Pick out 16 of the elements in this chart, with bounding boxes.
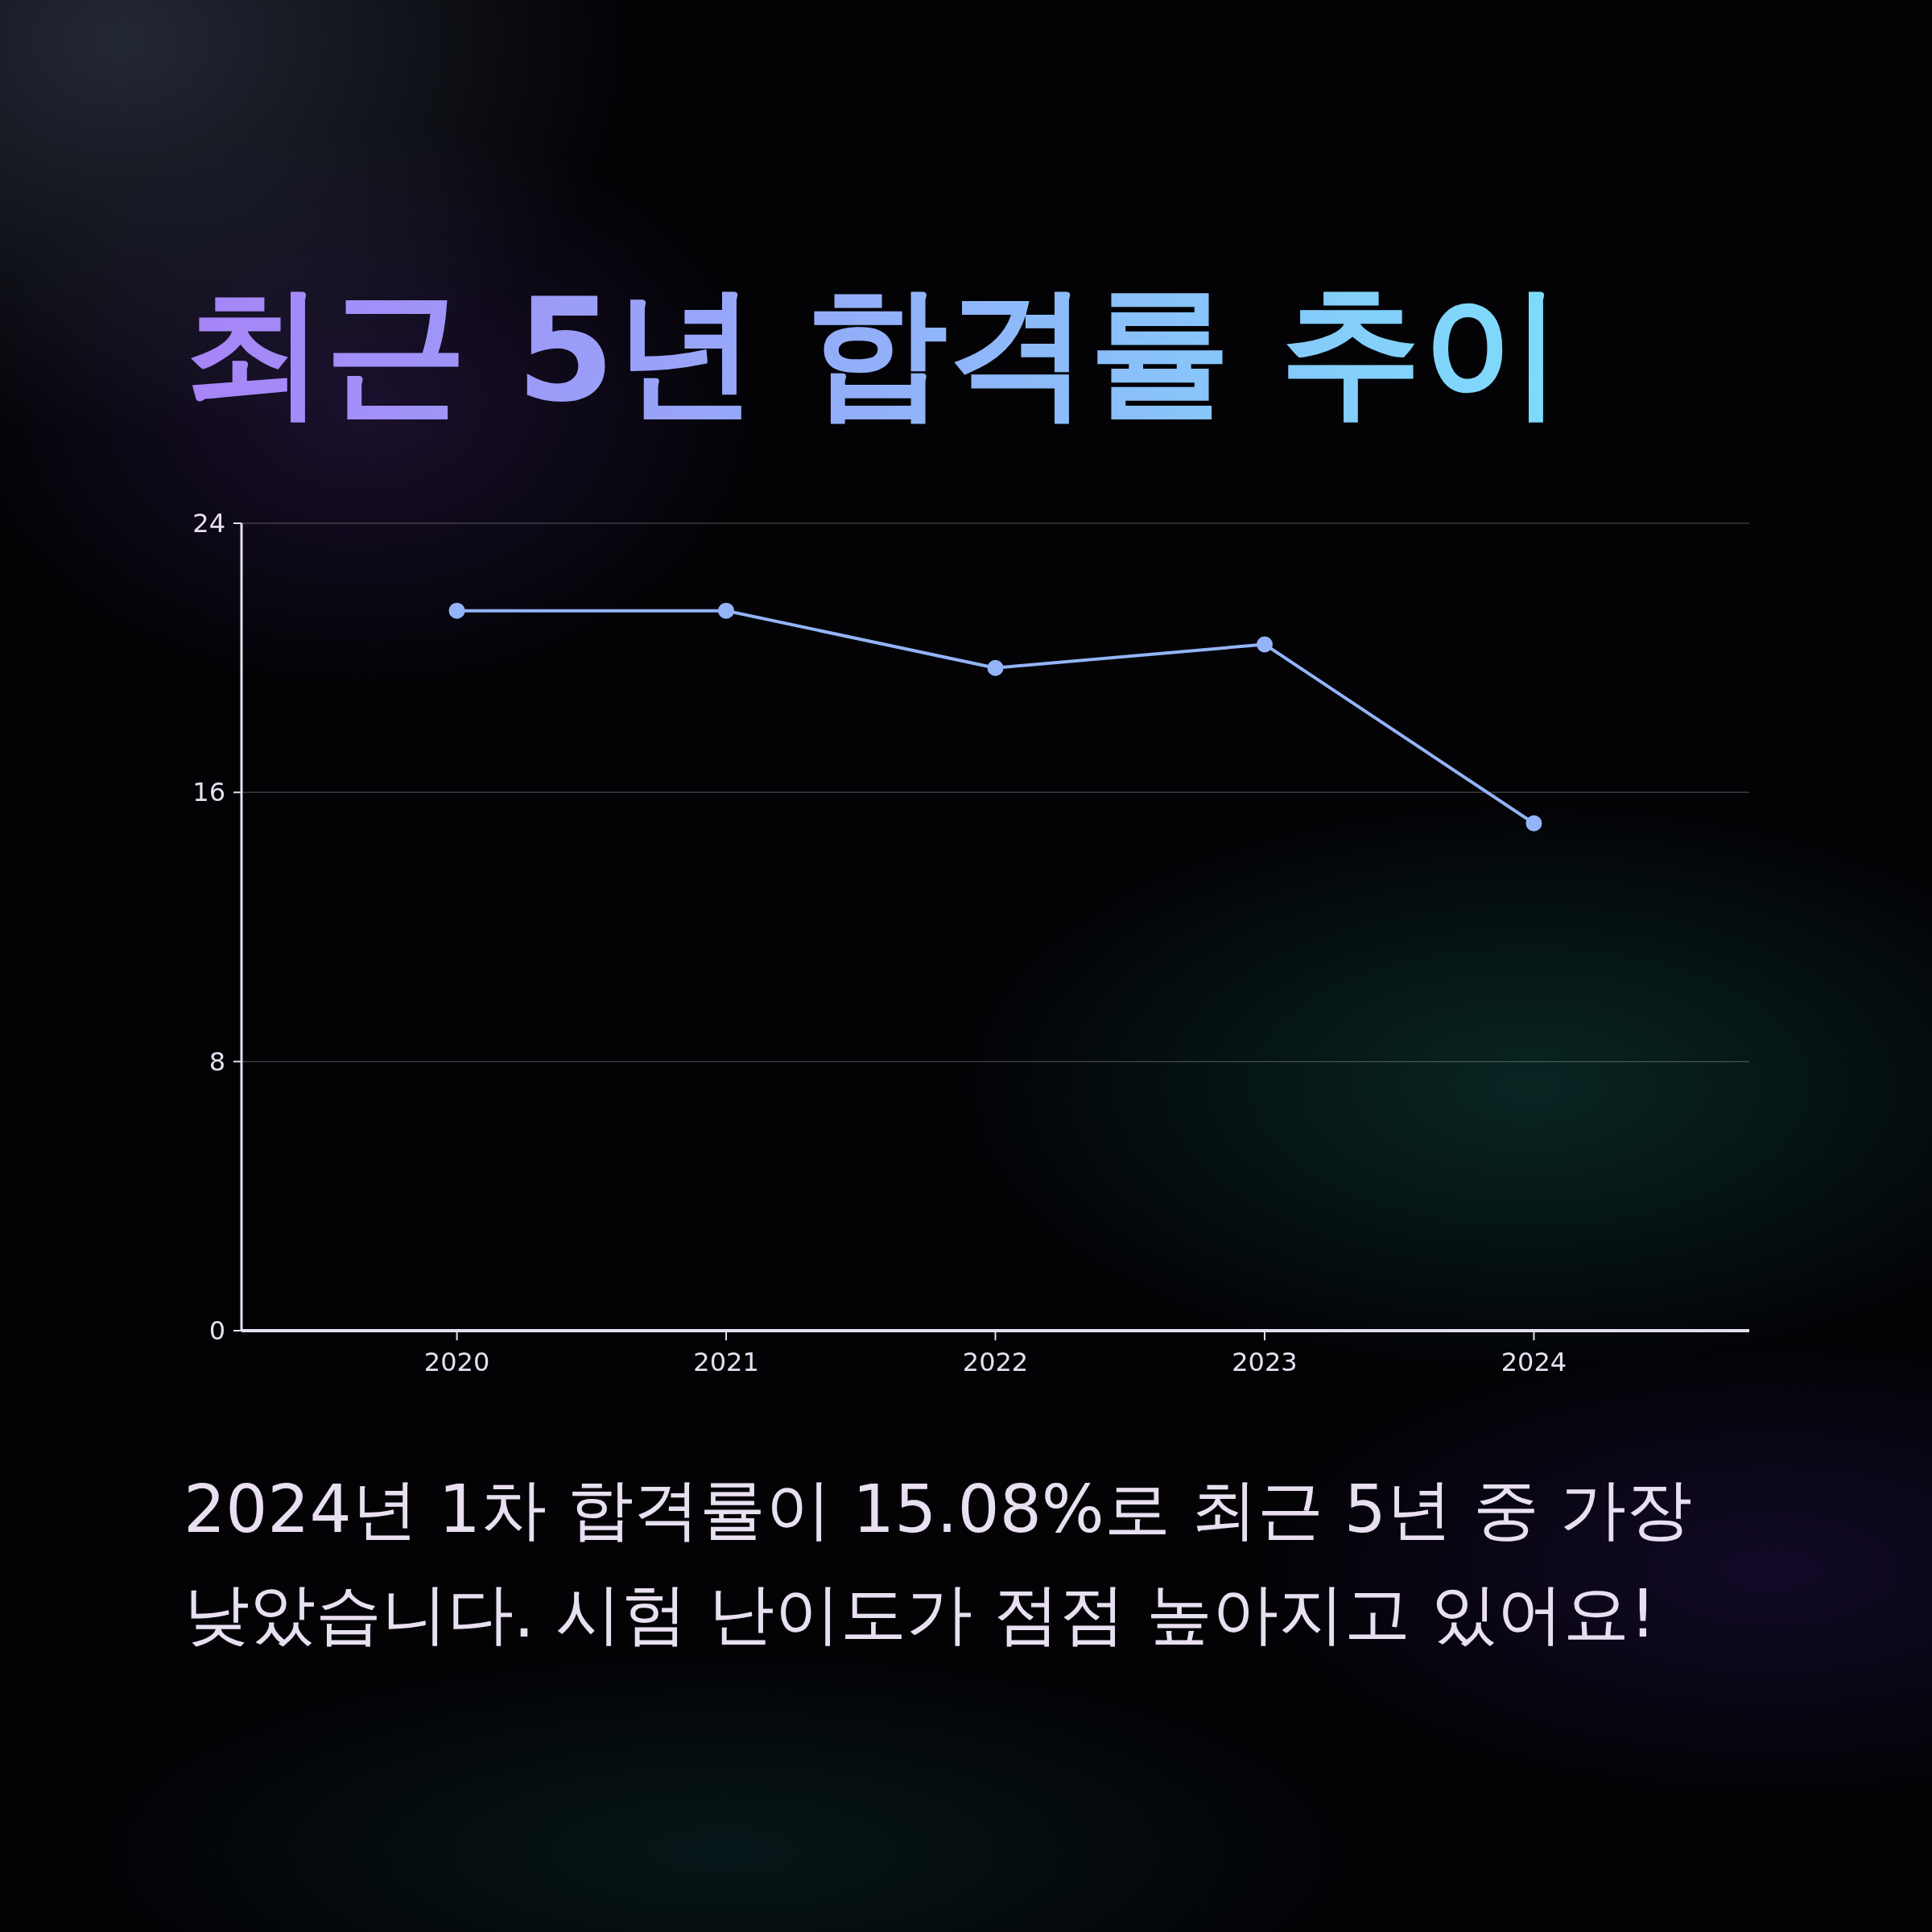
x-tick-label: 2023 [1232,1347,1298,1377]
point [1525,815,1542,832]
point [1256,636,1273,653]
x-tick-label: 2020 [423,1347,490,1377]
y-tick-label: 16 [192,777,225,808]
y-tick-label: 8 [208,1046,225,1077]
point [987,659,1004,676]
point [718,602,735,619]
x-tick-label: 2024 [1501,1347,1567,1377]
text: 2024년 1차 합격률이 15.08%로 최근 5년 중 가장 낮았습니다. 시험 난이도가 점점 높아지고 있어요! [184,1470,1694,1653]
y-tick-label: 24 [192,508,225,539]
y-tick-label: 0 [208,1315,225,1346]
x-tick-label: 2021 [693,1347,759,1377]
x-tick-label: 2022 [962,1347,1029,1377]
chart-title: 최근 5년 합격률 추이 [184,269,1564,434]
point [448,602,465,619]
